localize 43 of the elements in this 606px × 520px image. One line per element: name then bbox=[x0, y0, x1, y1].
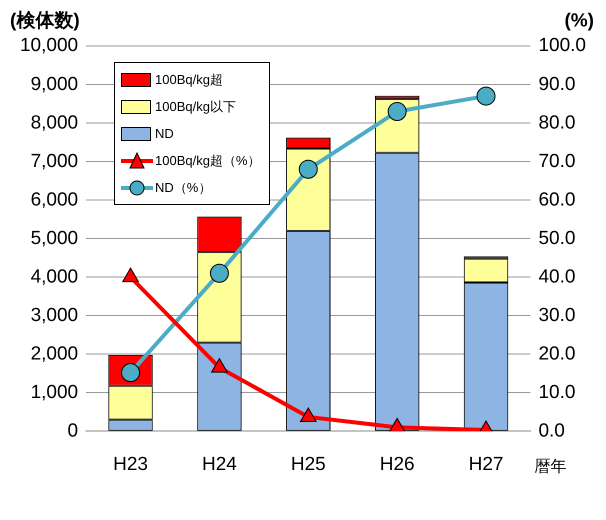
y-tick-label: 9,000 bbox=[30, 74, 78, 95]
point bbox=[298, 160, 318, 179]
y2-tick-label: 100.0 bbox=[538, 35, 586, 56]
x-tick-label: H23 bbox=[113, 454, 148, 475]
x-tick-label: H25 bbox=[290, 454, 326, 475]
legend-label: 100Bq/kg超（%） bbox=[155, 152, 260, 170]
y-tick-label: 3,000 bbox=[30, 304, 78, 326]
y2-tick-label: 20.0 bbox=[538, 343, 576, 364]
y-tick-label: 4,000 bbox=[30, 266, 78, 288]
y2-tick-label: 0.0 bbox=[538, 420, 565, 442]
legend-label: ND（%） bbox=[155, 178, 212, 196]
y2-tick-label: 30.0 bbox=[538, 304, 576, 326]
y-tick-label: 2,000 bbox=[30, 343, 78, 364]
y-tick-label: 10,000 bbox=[20, 35, 78, 56]
y2-tick-label: 70.0 bbox=[538, 150, 576, 172]
point bbox=[388, 102, 407, 121]
point bbox=[211, 358, 228, 373]
point bbox=[210, 264, 229, 283]
point bbox=[300, 407, 317, 422]
y-tick-label: 0 bbox=[68, 420, 78, 442]
y-axis-title: (検体数) bbox=[10, 10, 80, 32]
y2-tick-label: 10.0 bbox=[538, 382, 576, 403]
legend-label: 100Bq/kg以下 bbox=[155, 98, 236, 116]
y-tick-label: 6,000 bbox=[30, 189, 78, 210]
point bbox=[388, 418, 406, 432]
y2-tick-label: 60.0 bbox=[538, 189, 576, 210]
y-tick-label: 7,000 bbox=[30, 150, 78, 172]
point bbox=[122, 268, 139, 282]
y-tick-label: 1,000 bbox=[30, 382, 78, 403]
y2-axis-title: (%) bbox=[564, 10, 594, 32]
y2-tick-label: 90.0 bbox=[538, 74, 576, 95]
y2-tick-label: 80.0 bbox=[538, 112, 576, 134]
y2-tick-label: 40.0 bbox=[538, 266, 576, 288]
y2-tick-label: 50.0 bbox=[538, 228, 576, 249]
legend-label: ND bbox=[155, 126, 174, 141]
x-tick-label: H24 bbox=[202, 454, 238, 475]
x-tick-label: H26 bbox=[380, 454, 415, 475]
legend-label: 100Bq/kg超 bbox=[155, 70, 223, 88]
point bbox=[476, 86, 496, 106]
x-tick-label: H27 bbox=[468, 454, 504, 475]
y-tick-label: 5,000 bbox=[30, 228, 78, 249]
y-tick-label: 8,000 bbox=[30, 112, 78, 134]
x-axis-title: 暦年 bbox=[534, 458, 566, 476]
